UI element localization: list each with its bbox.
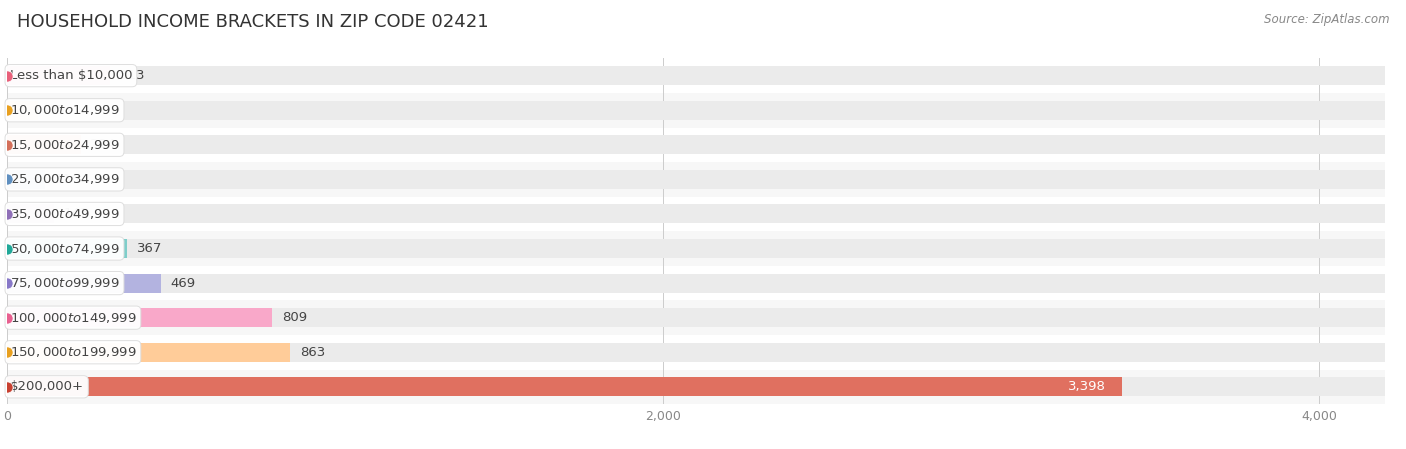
Bar [7,231,1385,266]
Bar [7,308,1385,327]
Bar [7,101,38,120]
Bar [7,135,80,154]
Bar [7,377,1385,396]
Text: $50,000 to $74,999: $50,000 to $74,999 [10,242,120,255]
Bar [7,266,1385,300]
Text: $75,000 to $99,999: $75,000 to $99,999 [10,276,120,290]
Bar [7,128,1385,162]
Bar [7,101,1385,120]
Text: 313: 313 [120,69,145,82]
Bar [7,300,1385,335]
Bar [7,204,1385,224]
Bar [7,239,1385,258]
Bar [7,335,1385,370]
Bar [7,377,1122,396]
Bar [7,343,290,362]
Bar [7,204,53,224]
Bar [7,162,1385,197]
Text: $100,000 to $149,999: $100,000 to $149,999 [10,311,136,325]
Bar [7,308,273,327]
Text: $15,000 to $24,999: $15,000 to $24,999 [10,138,120,152]
Text: 95: 95 [48,104,65,117]
Bar [7,66,1385,85]
Bar [7,343,1385,362]
Text: Source: ZipAtlas.com: Source: ZipAtlas.com [1264,13,1389,26]
Text: 224: 224 [90,138,115,151]
Text: $10,000 to $14,999: $10,000 to $14,999 [10,103,120,117]
Text: 863: 863 [299,346,325,359]
Bar [7,273,160,293]
Bar [7,93,1385,128]
Bar [7,58,1385,93]
Text: 809: 809 [283,311,308,324]
Text: HOUSEHOLD INCOME BRACKETS IN ZIP CODE 02421: HOUSEHOLD INCOME BRACKETS IN ZIP CODE 02… [17,13,488,31]
Bar [7,239,128,258]
Text: $150,000 to $199,999: $150,000 to $199,999 [10,345,136,359]
Text: 3,398: 3,398 [1067,380,1105,393]
Text: $25,000 to $34,999: $25,000 to $34,999 [10,172,120,186]
Text: Less than $10,000: Less than $10,000 [10,69,132,82]
Bar [7,66,110,85]
Bar [7,135,1385,154]
Text: 116: 116 [55,173,80,186]
Text: $200,000+: $200,000+ [10,380,83,393]
Bar [7,170,45,189]
Bar [7,170,1385,189]
Bar [7,197,1385,231]
Bar [7,370,1385,404]
Text: $35,000 to $49,999: $35,000 to $49,999 [10,207,120,221]
Text: 143: 143 [63,207,89,220]
Text: 367: 367 [138,242,163,255]
Text: 469: 469 [170,277,195,290]
Bar [7,273,1385,293]
